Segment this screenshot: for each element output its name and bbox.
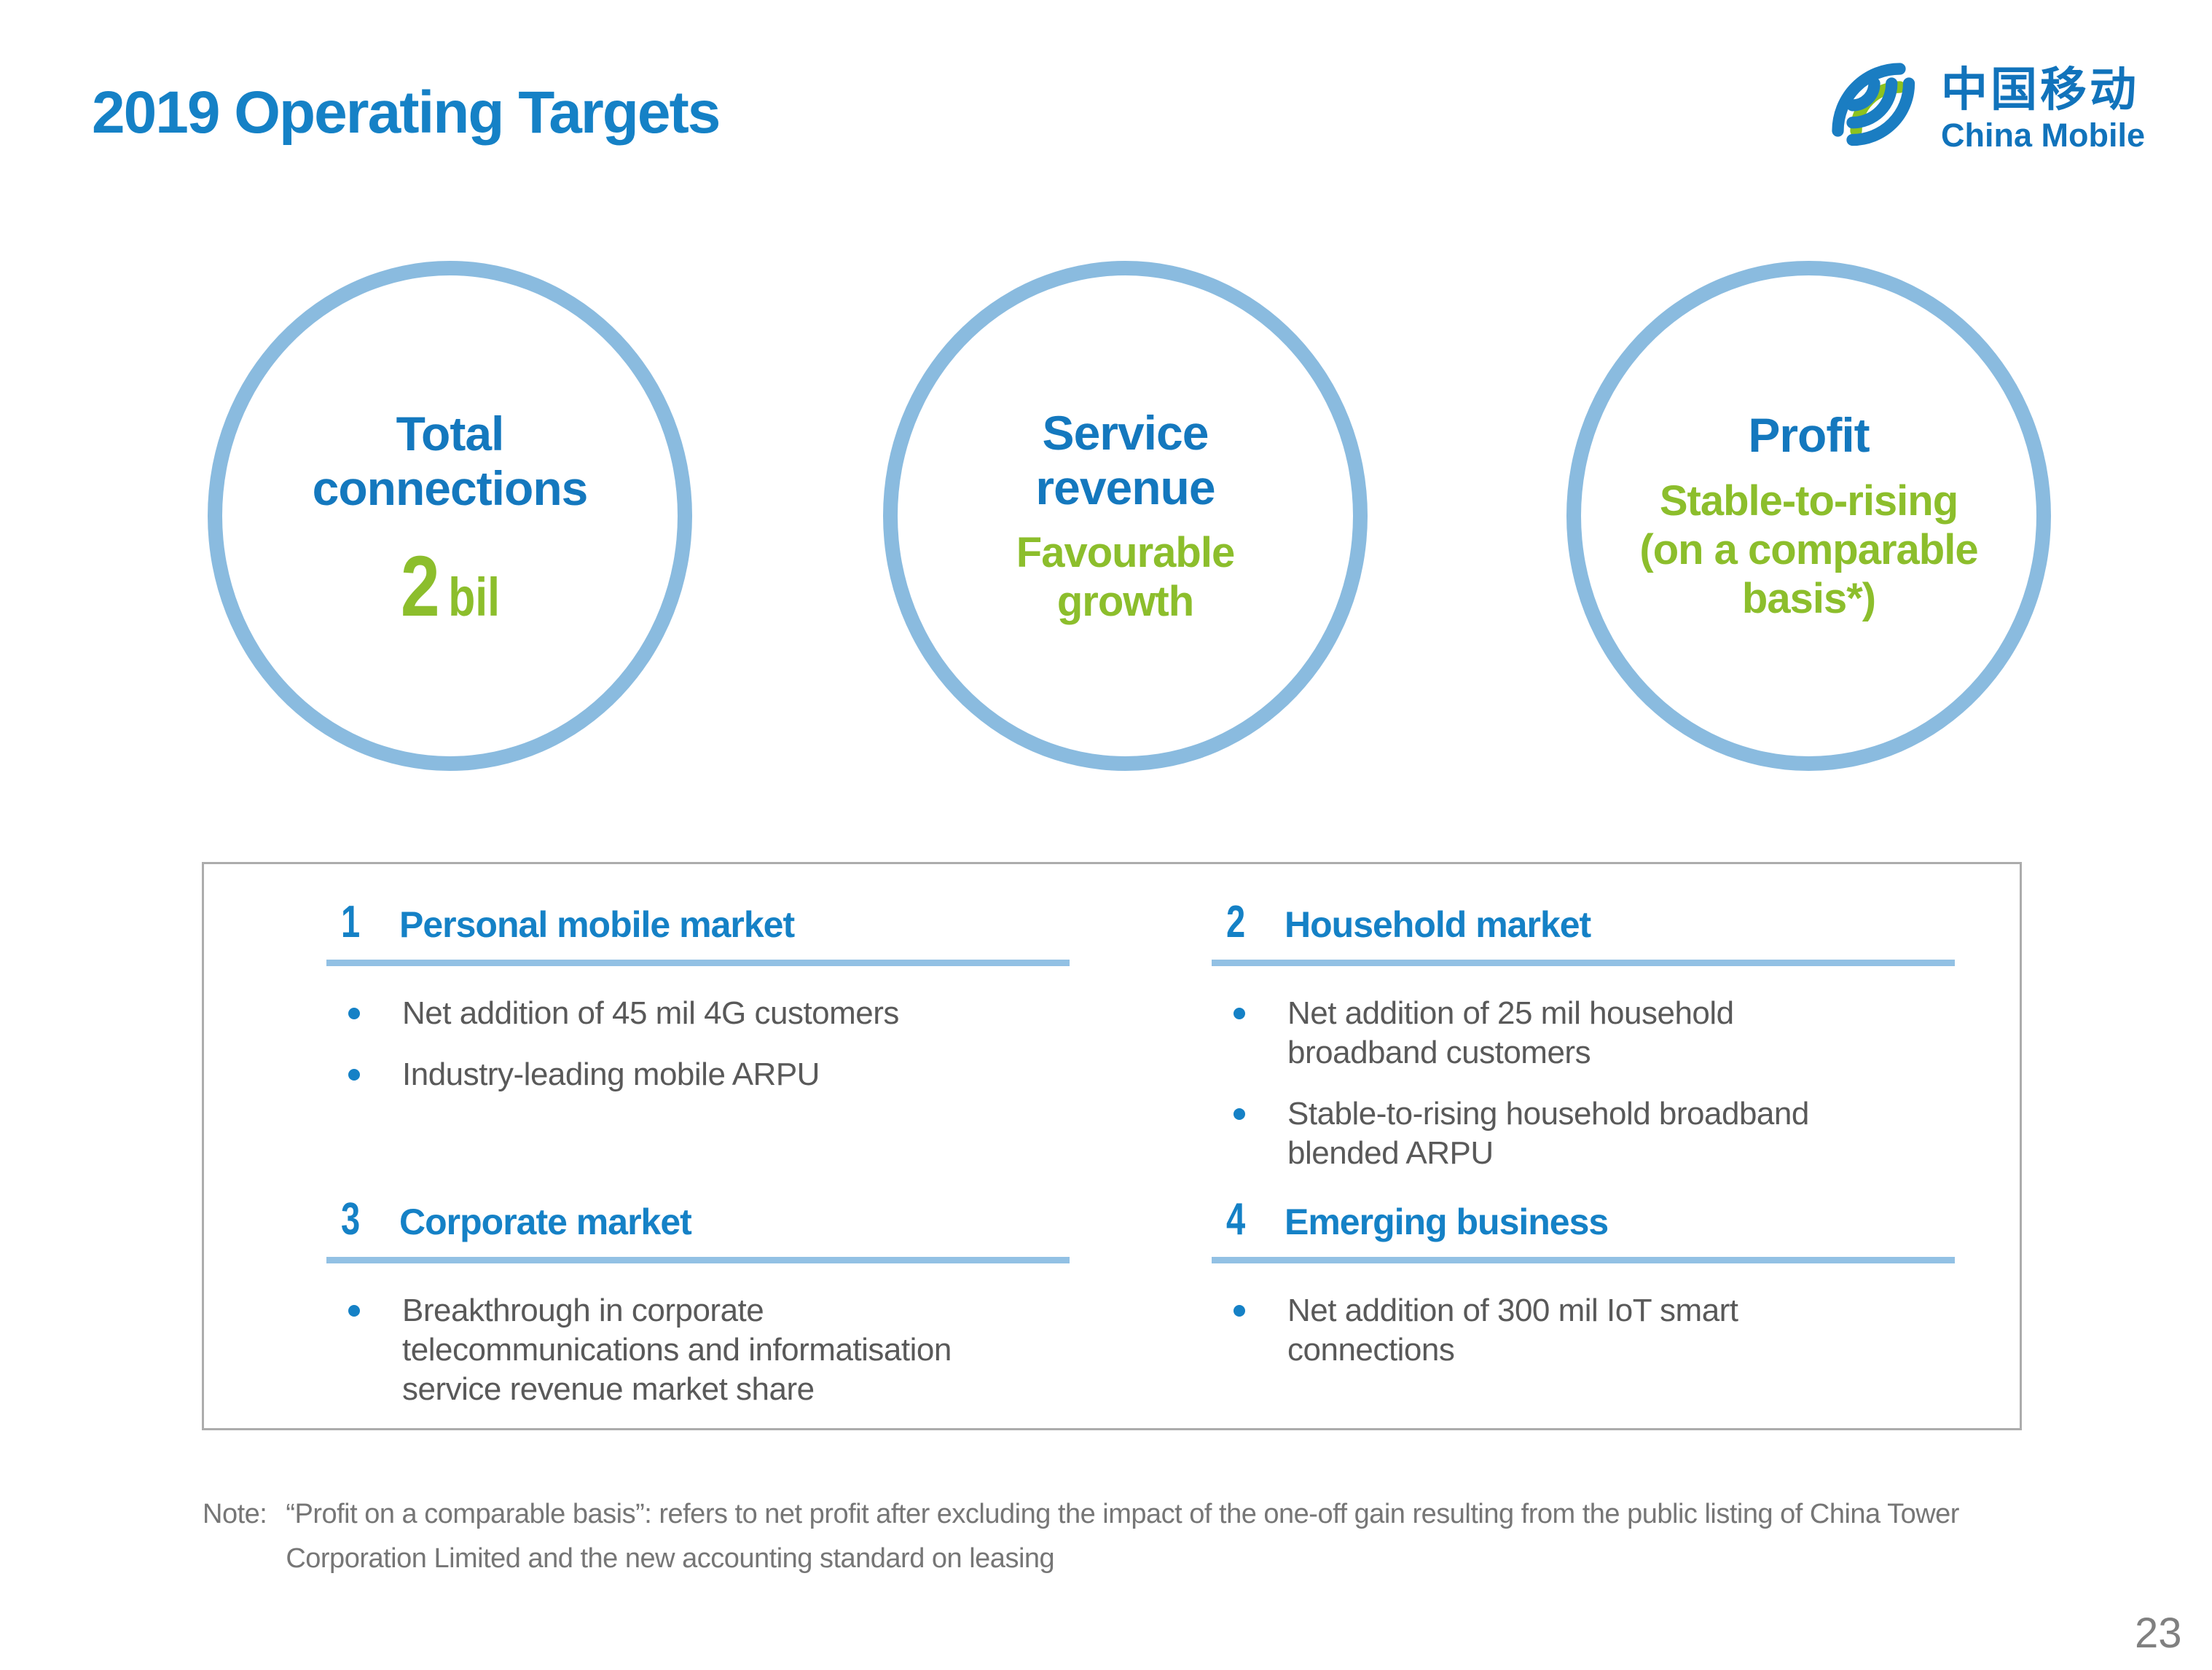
footnote: Note: “Profit on a comparable basis”: re… — [203, 1492, 2068, 1581]
china-mobile-logo-text: 中国移动 China Mobile — [1941, 66, 2145, 152]
china-mobile-logo: 中国移动 China Mobile — [1821, 52, 2145, 165]
section-underline — [1212, 960, 1955, 966]
page-title: 2019 Operating Targets — [92, 79, 721, 146]
section-corporate-market: 3 Corporate market Breakthrough in corpo… — [326, 1193, 1070, 1409]
circle-value-number: 2 — [400, 538, 440, 635]
bullet-dot-icon — [1234, 1108, 1245, 1121]
list-item: Breakthrough in corporate telecommunicat… — [326, 1291, 1070, 1409]
list-item: Stable-to-rising household broadband ble… — [1212, 1094, 1955, 1173]
circle-subtitle: Stable-to-rising (on a comparable basis*… — [1639, 477, 1978, 623]
section-bullets: Net addition of 45 mil 4G customers Indu… — [326, 994, 1070, 1094]
target-circle-total-connections: Total connections 2 bil — [208, 261, 692, 771]
section-number: 2 — [1226, 897, 1246, 947]
section-title: Household market — [1285, 904, 1591, 945]
list-item: Industry-leading mobile ARPU — [326, 1055, 1070, 1094]
list-item: Net addition of 45 mil 4G customers — [326, 994, 1070, 1033]
target-circle-profit: Profit Stable-to-rising (on a comparable… — [1566, 261, 2051, 771]
circle-subtitle: Favourable growth — [1016, 528, 1235, 626]
footnote-label: Note: — [203, 1499, 267, 1529]
section-heading: 3 Corporate market — [326, 1193, 1070, 1245]
target-circle-service-revenue: Service revenue Favourable growth — [883, 261, 1368, 771]
bullet-text: Stable-to-rising household broadband ble… — [1287, 1096, 1809, 1172]
section-underline — [1212, 1257, 1955, 1263]
bullet-text: Net addition of 300 mil IoT smart connec… — [1287, 1293, 1738, 1368]
bullet-dot-icon — [1234, 1305, 1245, 1317]
china-mobile-logo-icon — [1821, 52, 1931, 165]
section-heading: 1 Personal mobile market — [326, 896, 1070, 948]
circle-value-unit: bil — [447, 567, 500, 628]
logo-name-chinese: 中国移动 — [1941, 63, 2139, 116]
bullet-dot-icon — [348, 1069, 360, 1081]
bullet-dot-icon — [348, 1008, 360, 1019]
section-heading: 2 Household market — [1212, 896, 1955, 948]
section-underline — [326, 1257, 1070, 1263]
footnote-text: “Profit on a comparable basis”: refers t… — [286, 1499, 1959, 1574]
section-number: 1 — [341, 897, 361, 947]
circle-title: Total connections — [312, 406, 589, 515]
section-title: Corporate market — [399, 1201, 692, 1242]
section-number: 4 — [1226, 1194, 1246, 1244]
bullet-text: Net addition of 45 mil 4G customers — [402, 995, 899, 1031]
section-emerging-business: 4 Emerging business Net addition of 300 … — [1212, 1193, 1955, 1370]
section-title: Personal mobile market — [399, 904, 795, 945]
section-bullets: Breakthrough in corporate telecommunicat… — [326, 1291, 1070, 1409]
section-heading: 4 Emerging business — [1212, 1193, 1955, 1245]
logo-name-english: China Mobile — [1941, 117, 2145, 154]
list-item: Net addition of 25 mil household broadba… — [1212, 994, 1955, 1073]
bullet-text: Breakthrough in corporate telecommunicat… — [402, 1293, 952, 1408]
circle-value: 2 bil — [400, 538, 500, 635]
bullet-dot-icon — [348, 1305, 360, 1317]
section-bullets: Net addition of 25 mil household broadba… — [1212, 994, 1955, 1173]
section-number: 3 — [341, 1194, 361, 1244]
section-household-market: 2 Household market Net addition of 25 mi… — [1212, 896, 1955, 1173]
list-item: Net addition of 300 mil IoT smart connec… — [1212, 1291, 1955, 1370]
section-bullets: Net addition of 300 mil IoT smart connec… — [1212, 1291, 1955, 1370]
bullet-text: Industry-leading mobile ARPU — [402, 1057, 820, 1093]
circle-title: Profit — [1748, 408, 1870, 463]
market-sections-box: 1 Personal mobile market Net addition of… — [202, 862, 2022, 1430]
bullet-dot-icon — [1234, 1008, 1245, 1019]
section-title: Emerging business — [1285, 1201, 1609, 1242]
circle-title: Service revenue — [1035, 405, 1215, 514]
bullet-text: Net addition of 25 mil household broadba… — [1287, 995, 1734, 1071]
page-number: 23 — [2135, 1610, 2182, 1657]
section-underline — [326, 960, 1070, 966]
section-personal-mobile-market: 1 Personal mobile market Net addition of… — [326, 896, 1070, 1094]
